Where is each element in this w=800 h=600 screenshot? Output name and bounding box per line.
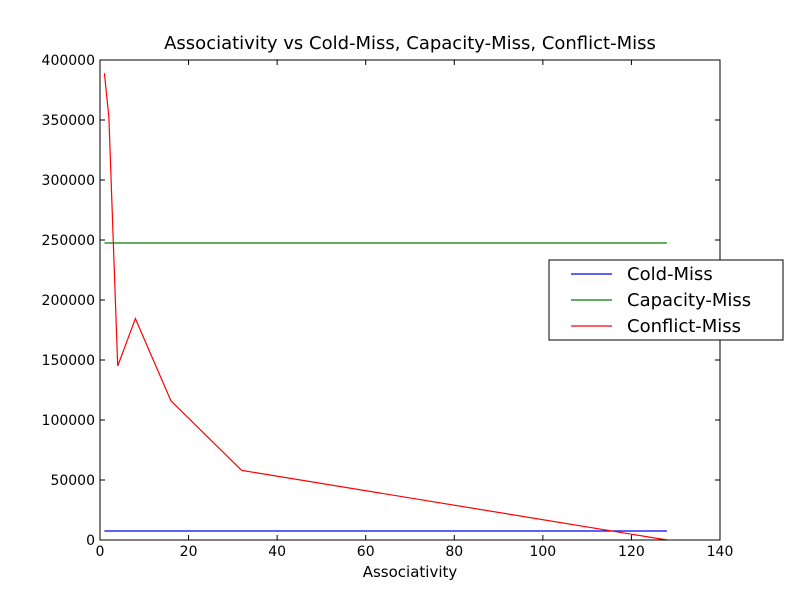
legend-label-cold-miss: Cold-Miss: [627, 264, 713, 285]
y-tick-label: 350000: [42, 113, 95, 129]
x-tick-label: 100: [529, 544, 556, 560]
y-tick-label: 100000: [42, 413, 95, 429]
chart-title: Associativity vs Cold-Miss, Capacity-Mis…: [164, 33, 656, 54]
y-tick-label: 250000: [42, 233, 95, 249]
y-tick-label: 200000: [42, 293, 95, 309]
x-tick-label: 60: [357, 544, 375, 560]
x-tick-label: 0: [96, 544, 105, 560]
x-tick-label: 40: [268, 544, 286, 560]
y-tick-label: 150000: [42, 353, 95, 369]
legend-label-conflict-miss: Conflict-Miss: [627, 316, 741, 337]
legend-label-capacity-miss: Capacity-Miss: [627, 290, 751, 311]
x-axis-label: Associativity: [363, 563, 458, 581]
x-axis: 0 20 40 60 80 100 120 140: [96, 60, 734, 560]
y-tick-label: 300000: [42, 173, 95, 189]
plot-area: [103, 73, 667, 541]
x-tick-label: 20: [180, 544, 198, 560]
x-tick-label: 140: [707, 544, 734, 560]
y-tick-label: 0: [86, 533, 95, 549]
y-tick-label: 50000: [50, 473, 95, 489]
y-tick-label: 400000: [42, 53, 95, 69]
series-line-conflict-miss: [103, 73, 667, 541]
legend: Cold-Miss Capacity-Miss Conflict-Miss: [548, 259, 784, 341]
x-tick-label: 80: [445, 544, 463, 560]
y-axis: 0 50000 100000 150000 200000 250000 300000 3500…: [42, 53, 720, 549]
x-tick-label: 120: [618, 544, 645, 560]
